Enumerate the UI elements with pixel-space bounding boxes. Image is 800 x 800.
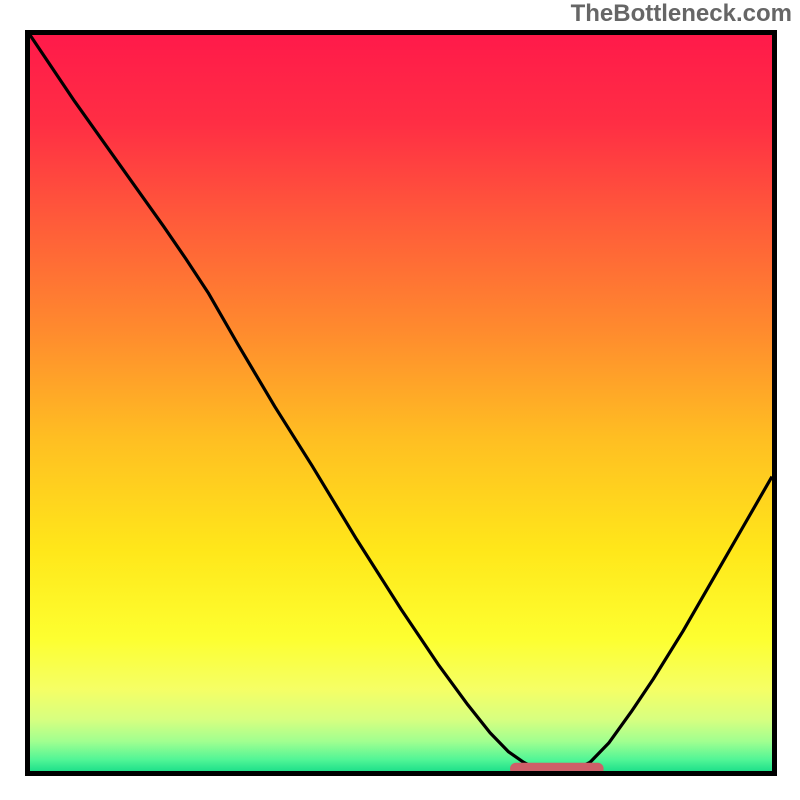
gradient-fill xyxy=(30,35,772,771)
watermark-text: TheBottleneck.com xyxy=(571,0,792,28)
plot-svg xyxy=(30,35,772,771)
stage: TheBottleneck.com xyxy=(0,0,800,800)
